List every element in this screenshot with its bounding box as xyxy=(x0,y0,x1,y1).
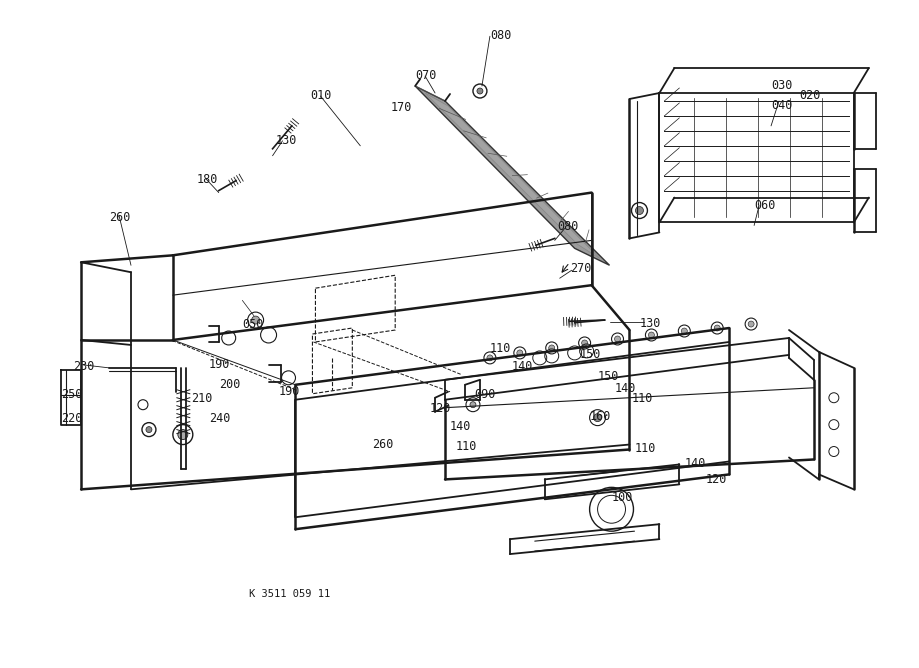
Circle shape xyxy=(748,321,754,327)
Text: 210: 210 xyxy=(191,391,212,405)
Text: 160: 160 xyxy=(590,409,611,423)
Circle shape xyxy=(594,413,602,422)
Text: 250: 250 xyxy=(62,388,83,401)
Text: 120: 120 xyxy=(705,474,727,486)
Text: 100: 100 xyxy=(611,492,633,504)
Circle shape xyxy=(635,206,643,214)
Text: 120: 120 xyxy=(430,401,451,415)
Text: 150: 150 xyxy=(580,348,601,361)
Text: 140: 140 xyxy=(685,458,706,470)
Circle shape xyxy=(146,427,152,433)
Circle shape xyxy=(649,332,654,338)
Text: 010: 010 xyxy=(311,89,332,102)
Text: 110: 110 xyxy=(490,342,511,355)
Text: 260: 260 xyxy=(109,210,130,224)
Text: 180: 180 xyxy=(197,172,218,186)
Circle shape xyxy=(582,340,587,346)
Circle shape xyxy=(714,325,720,331)
Polygon shape xyxy=(425,93,599,259)
Text: 040: 040 xyxy=(771,99,792,112)
Text: 140: 140 xyxy=(450,420,471,433)
Text: 190: 190 xyxy=(278,385,300,397)
Text: 080: 080 xyxy=(558,220,579,234)
Text: 110: 110 xyxy=(634,442,656,454)
Text: 240: 240 xyxy=(209,411,230,425)
Text: K 3511 059 11: K 3511 059 11 xyxy=(249,589,330,599)
Circle shape xyxy=(615,336,620,342)
Circle shape xyxy=(487,355,493,361)
Text: 020: 020 xyxy=(799,89,821,102)
Text: 030: 030 xyxy=(771,79,792,92)
Text: 080: 080 xyxy=(490,29,511,42)
Text: 140: 140 xyxy=(512,360,533,373)
Circle shape xyxy=(252,316,259,324)
Circle shape xyxy=(178,430,187,440)
Text: 270: 270 xyxy=(570,263,591,275)
Text: 070: 070 xyxy=(415,69,437,82)
Polygon shape xyxy=(415,86,609,265)
Text: 260: 260 xyxy=(372,438,393,451)
Text: 190: 190 xyxy=(209,358,230,371)
Text: 110: 110 xyxy=(631,391,652,405)
Circle shape xyxy=(681,328,687,334)
Text: 050: 050 xyxy=(243,318,264,331)
Text: 140: 140 xyxy=(615,382,636,395)
Circle shape xyxy=(549,345,555,351)
Text: 130: 130 xyxy=(276,134,297,147)
Text: 060: 060 xyxy=(754,198,776,212)
Text: 090: 090 xyxy=(474,388,495,401)
Text: 200: 200 xyxy=(219,378,240,391)
Text: 150: 150 xyxy=(597,370,619,383)
Circle shape xyxy=(477,88,482,94)
Text: 220: 220 xyxy=(62,411,83,425)
Text: 230: 230 xyxy=(74,360,95,373)
Circle shape xyxy=(516,350,523,356)
Text: 110: 110 xyxy=(456,440,477,452)
Circle shape xyxy=(470,401,476,407)
Text: 130: 130 xyxy=(640,317,661,330)
Text: 170: 170 xyxy=(391,101,412,114)
